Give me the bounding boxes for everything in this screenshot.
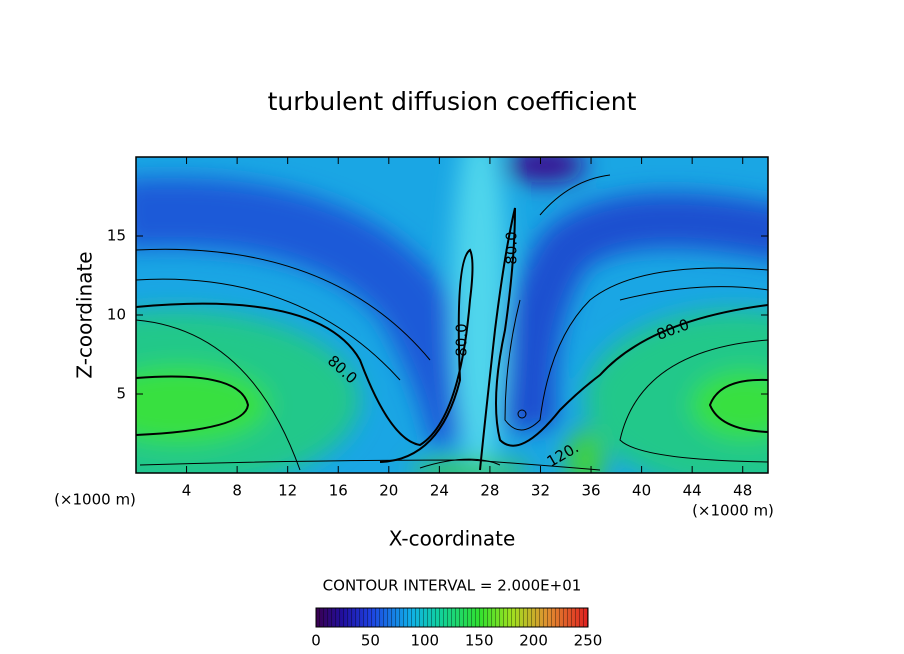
x-tick-label: 32: [531, 482, 550, 500]
x-tick-label: 16: [329, 482, 348, 500]
x-tick-label: 20: [379, 482, 398, 500]
x-tick-label: 48: [733, 482, 752, 500]
field: [136, 157, 768, 473]
x-tick-label: 36: [581, 482, 600, 500]
y-tick-label: 5: [116, 385, 126, 403]
x-tick-label: 24: [430, 482, 449, 500]
y-tick-label: 15: [107, 227, 126, 245]
x-tick-label: 4: [182, 482, 192, 500]
x-tick-label: 12: [278, 482, 297, 500]
colorbar-tick-label: 150: [465, 632, 494, 650]
chart-title: turbulent diffusion coefficient: [268, 87, 637, 116]
unit-label: (×1000 m): [692, 502, 774, 520]
x-tick-label: 28: [480, 482, 499, 500]
y-axis-label: Z-coordinate: [73, 251, 97, 378]
unit-label: (×1000 m): [54, 491, 136, 509]
x-tick-label: 8: [232, 482, 242, 500]
contour-label: 80.0: [503, 231, 521, 264]
colorbar-frame: [315, 607, 589, 628]
x-tick-label: 40: [632, 482, 651, 500]
contour-interval: CONTOUR INTERVAL = 2.000E+01: [323, 577, 582, 595]
x-axis-label: X-coordinate: [389, 527, 516, 551]
contour-label: 80.0: [453, 323, 471, 356]
colorbar-tick-label: 0: [311, 632, 321, 650]
colorbar-tick-label: 250: [574, 632, 603, 650]
colorbar-tick-label: 50: [361, 632, 380, 650]
x-tick-label: 44: [683, 482, 702, 500]
y-tick-label: 10: [107, 306, 126, 324]
colorbar-tick-label: 200: [519, 632, 548, 650]
colorbar-tick-label: 100: [410, 632, 439, 650]
